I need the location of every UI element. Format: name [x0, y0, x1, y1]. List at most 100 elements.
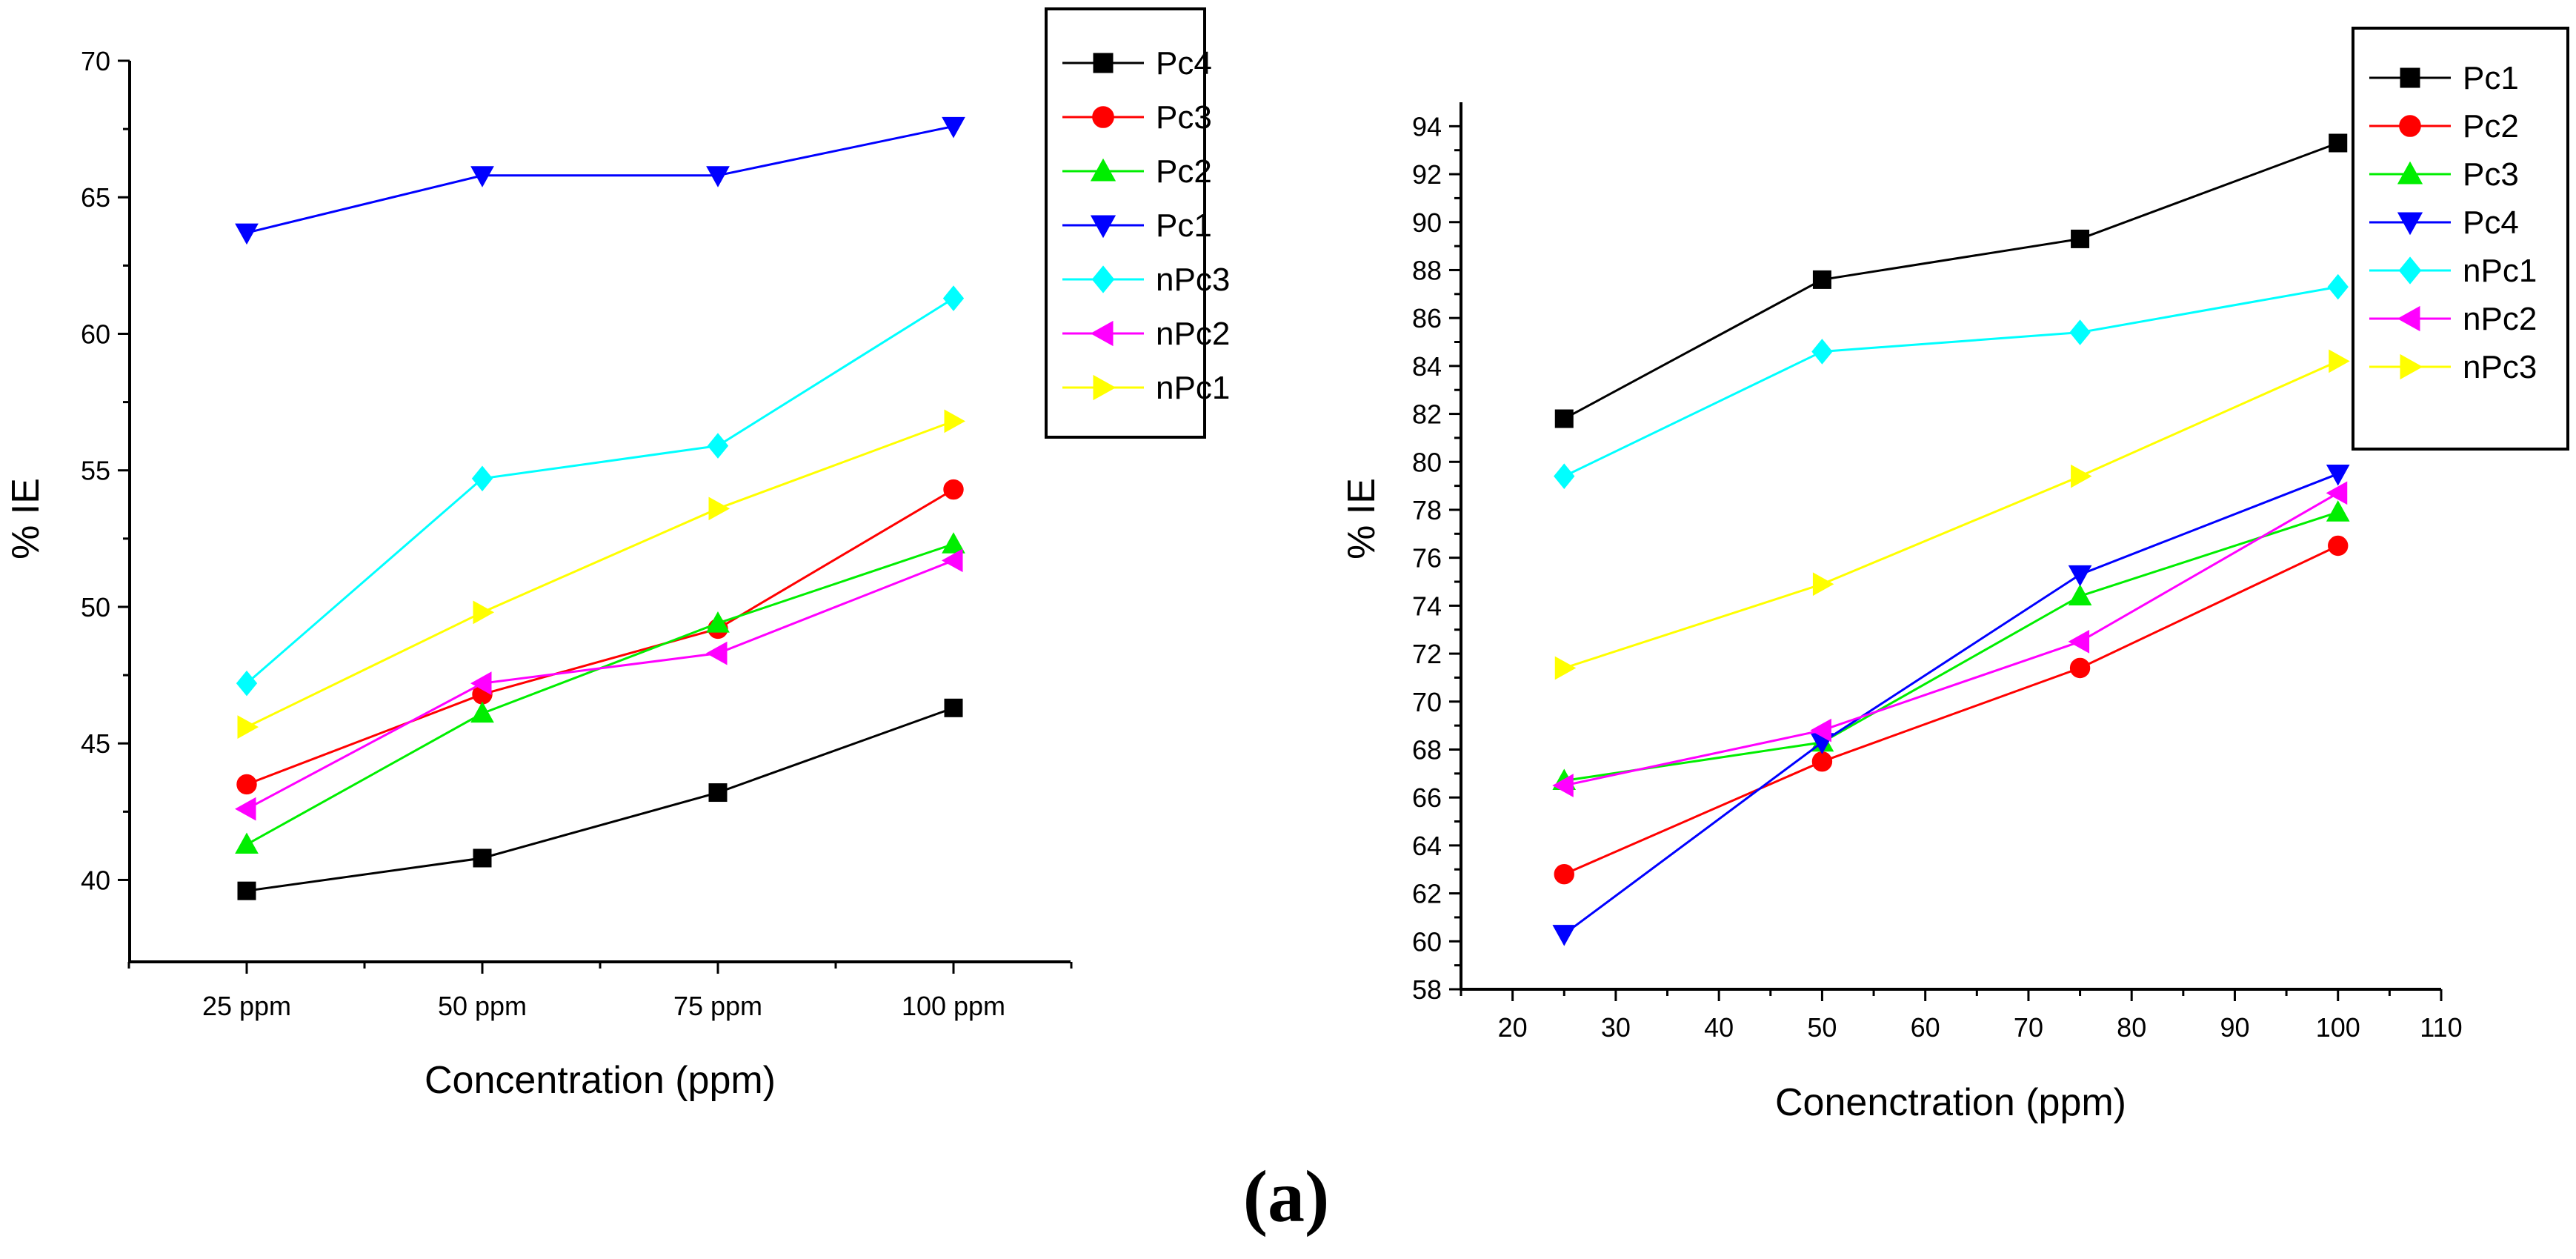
data-point — [1812, 270, 1831, 289]
y-tick-label: 62 — [1412, 879, 1442, 909]
series-nPc1 — [237, 409, 966, 739]
y-tick-label: 88 — [1412, 255, 1442, 285]
legend-marker — [1093, 53, 1114, 73]
legend-item-Pc3: Pc3 — [2369, 156, 2519, 193]
legend-item-Pc4: Pc4 — [2369, 205, 2519, 241]
data-point — [471, 465, 493, 492]
series-Pc1 — [1554, 133, 2348, 428]
y-tick-label: 58 — [1412, 974, 1442, 1005]
data-point — [236, 774, 257, 795]
y-tick-label: 65 — [81, 182, 110, 213]
legend-item-nPc1: nPc1 — [1062, 370, 1230, 406]
data-point — [2069, 657, 2091, 679]
data-point — [707, 433, 729, 459]
y-tick-label: 76 — [1412, 543, 1442, 574]
data-point — [2068, 584, 2092, 605]
legend: Pc4 Pc3 Pc2 Pc1 nPc3 nPc2 nPc1 — [1045, 7, 1230, 439]
x-tick-label: 100 ppm — [902, 991, 1005, 1021]
data-point — [944, 409, 966, 433]
data-point — [705, 641, 728, 665]
legend-label: nPc3 — [1156, 262, 1230, 298]
legend-marker — [2398, 256, 2422, 285]
series-Pc3 — [1552, 500, 2350, 791]
y-tick-label: 40 — [81, 865, 110, 895]
series-line — [1564, 511, 2339, 783]
data-point — [1811, 751, 1833, 772]
data-point — [2326, 500, 2350, 522]
data-point — [708, 496, 730, 521]
series-Pc3 — [236, 479, 964, 795]
y-tick-label: 80 — [1412, 447, 1442, 477]
legend-box — [1045, 7, 1206, 439]
y-tick-label: 82 — [1412, 399, 1442, 430]
legend-marker — [2399, 115, 2421, 137]
data-point — [1552, 925, 1577, 946]
legend-marker — [1090, 215, 1116, 239]
data-point — [2068, 565, 2092, 587]
legend-item-nPc3: nPc3 — [2369, 349, 2537, 385]
legend-label: Pc2 — [2463, 108, 2519, 144]
legend-item-Pc2: Pc2 — [2369, 108, 2519, 144]
data-point — [1554, 864, 1574, 885]
data-point — [942, 532, 965, 554]
series-line — [1563, 142, 2339, 420]
data-point — [234, 797, 256, 821]
legend-item-nPc2: nPc2 — [1062, 316, 1230, 352]
legend-item-Pc1: Pc1 — [1062, 207, 1212, 244]
data-point — [2326, 481, 2348, 505]
series-line — [1563, 360, 2339, 669]
chart-left: 40 45 50 55 60 65 70 25 ppm 50 ppm 75 ppm 100 ppm C… — [4, 7, 1230, 1102]
legend-label: Pc4 — [1156, 45, 1212, 82]
data-point — [473, 600, 495, 625]
legend-box — [2352, 27, 2569, 451]
legend-item-nPc3: nPc3 — [1062, 262, 1230, 298]
series-nPc3 — [1554, 349, 2350, 680]
y-tick-label: 66 — [1412, 783, 1442, 813]
legend: Pc1 Pc2 Pc3 Pc4 nPc1 nPc2 nPc3 — [2352, 27, 2569, 451]
x-tick-label: 40 — [1704, 1012, 1734, 1043]
data-point — [1810, 718, 1831, 743]
data-point — [1552, 774, 1574, 797]
legend-item-Pc1: Pc1 — [2369, 60, 2519, 96]
legend-label: Pc2 — [1156, 153, 1212, 190]
y-axis-title: % IE — [4, 478, 47, 559]
data-point — [473, 848, 492, 868]
data-point — [2329, 349, 2350, 373]
data-point — [470, 166, 494, 187]
series-line — [246, 124, 954, 234]
data-point — [237, 715, 259, 739]
data-point — [944, 698, 963, 717]
legend-marker — [2397, 305, 2420, 332]
data-point — [470, 671, 492, 695]
series-line — [246, 542, 954, 846]
data-point — [235, 223, 259, 245]
series-line — [1563, 545, 2339, 876]
data-point — [1812, 572, 1834, 597]
series-nPc1 — [1554, 273, 2349, 489]
data-point — [2069, 319, 2091, 345]
y-tick-label: 84 — [1412, 351, 1442, 382]
series-line — [246, 488, 954, 785]
legend-item-Pc4: Pc4 — [1062, 45, 1212, 82]
y-tick-label: 78 — [1412, 495, 1442, 525]
data-point — [235, 832, 259, 854]
series-line — [246, 297, 954, 685]
series-nPc2 — [234, 548, 963, 821]
data-point — [2068, 630, 2090, 654]
series-Pc2 — [1554, 535, 2349, 885]
data-point — [1554, 409, 1574, 428]
legend-marker — [2400, 67, 2420, 88]
y-tick-label: 64 — [1412, 831, 1442, 861]
legend-label: Pc3 — [1156, 99, 1212, 136]
x-tick-label: 100 — [2316, 1012, 2360, 1043]
legend-label: nPc2 — [2463, 301, 2537, 337]
legend-label: Pc3 — [2463, 156, 2519, 193]
y-tick-label: 60 — [81, 319, 110, 349]
data-point — [2327, 273, 2349, 300]
y-tick-label: 68 — [1412, 734, 1442, 765]
data-point — [706, 166, 730, 187]
x-tick-label: 50 ppm — [438, 991, 527, 1021]
series-line — [1563, 492, 2339, 787]
legend-marker — [2397, 161, 2423, 185]
